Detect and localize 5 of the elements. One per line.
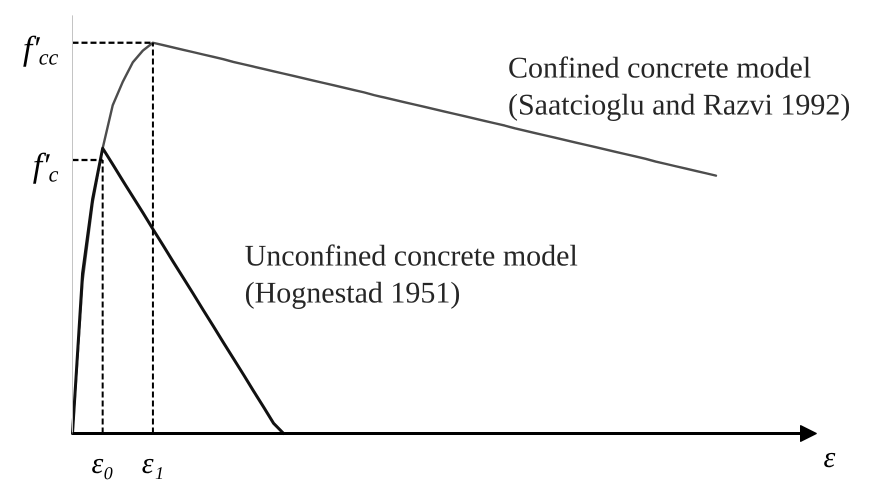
x-tick-label: ε₀ [92,447,114,480]
x-tick-label: ε₁ [142,447,164,480]
series-label: Unconfined concrete model (Hognestad 1951) [244,240,578,310]
x-axis-title: ε [824,441,836,474]
series-label: Confined concrete model (Saatcioglu and Razvi 1992) [508,52,850,122]
